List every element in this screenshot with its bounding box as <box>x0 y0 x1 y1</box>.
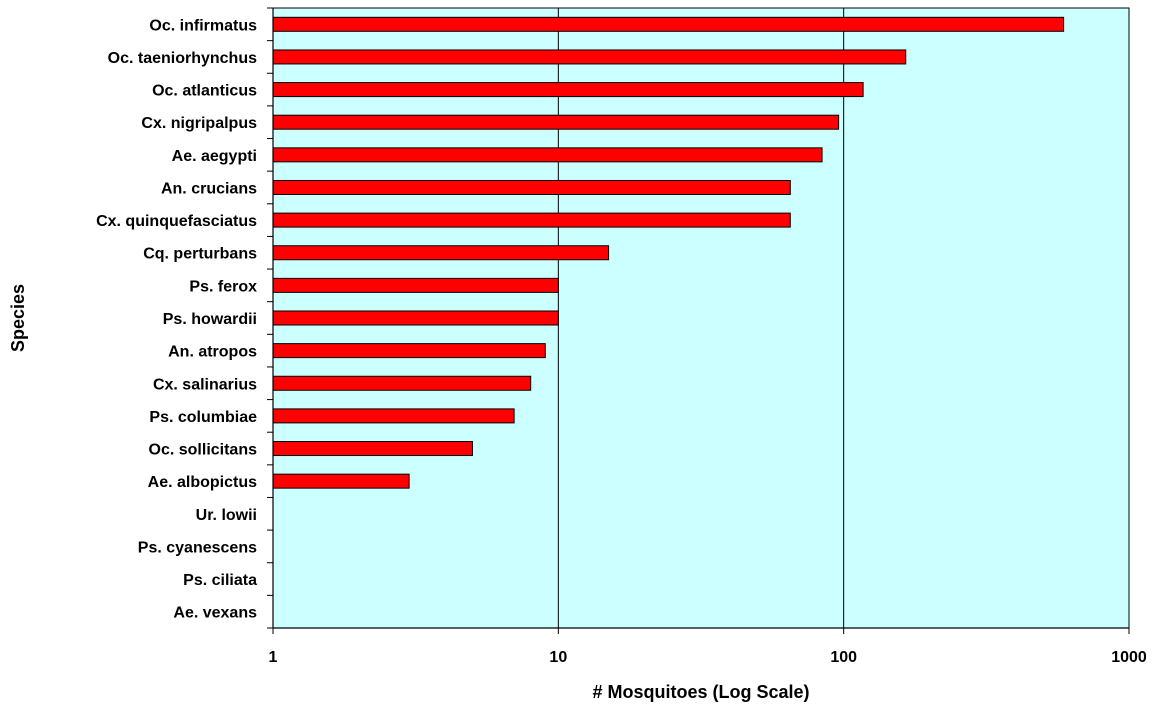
category-label: An. atropos <box>168 344 257 361</box>
bar <box>272 310 559 326</box>
x-tick-label: 10 <box>549 649 567 666</box>
bar <box>272 408 515 424</box>
x-axis-title: # Mosquitoes (Log Scale) <box>592 682 809 702</box>
x-tick-label: 1 <box>269 649 278 666</box>
category-label: Cq. perturbans <box>143 246 257 263</box>
bar <box>272 441 473 457</box>
bar <box>272 16 1065 32</box>
x-tick-label: 100 <box>830 649 857 666</box>
bar <box>272 147 823 163</box>
bar <box>272 212 791 228</box>
axes <box>272 8 1129 629</box>
category-label: Ae. vexans <box>173 605 257 622</box>
category-label: Ps. ciliata <box>183 572 257 589</box>
category-label: Oc. infirmatus <box>149 17 257 34</box>
bar <box>272 245 610 261</box>
bar <box>272 82 864 98</box>
category-label: Cx. salinarius <box>153 376 257 393</box>
x-axis-ticks: 1 10 100 1000 <box>269 628 1147 666</box>
bar <box>272 277 559 293</box>
bar <box>272 114 840 130</box>
category-label: Oc. atlanticus <box>152 83 257 100</box>
category-label: Ps. cyanescens <box>138 539 257 556</box>
category-label: Cx. quinquefasciatus <box>96 213 257 230</box>
category-label: Ps. howardii <box>163 311 257 328</box>
category-label: Oc. sollicitans <box>149 442 258 459</box>
category-label: Ps. columbiae <box>149 409 257 426</box>
x-tick-label: 1000 <box>1111 649 1147 666</box>
y-axis-ticks <box>267 7 273 629</box>
category-label: Cx. nigripalpus <box>141 115 257 132</box>
bar <box>272 375 532 391</box>
category-label: Ae. aegypti <box>172 148 257 165</box>
category-label: Ur. lowii <box>196 507 257 524</box>
bar <box>272 473 410 489</box>
bar <box>272 49 907 65</box>
category-label: Ae. albopictus <box>148 474 257 491</box>
category-label: Oc. taeniorhynchus <box>108 50 257 67</box>
bar <box>272 179 791 195</box>
category-labels: Oc. infirmatus Oc. taeniorhynchus Oc. atla… <box>96 17 257 621</box>
category-label: Ps. ferox <box>189 278 257 295</box>
bars <box>272 16 1065 489</box>
bar <box>272 343 546 359</box>
category-label: An. crucians <box>161 180 257 197</box>
y-axis-title: Species <box>8 284 28 352</box>
